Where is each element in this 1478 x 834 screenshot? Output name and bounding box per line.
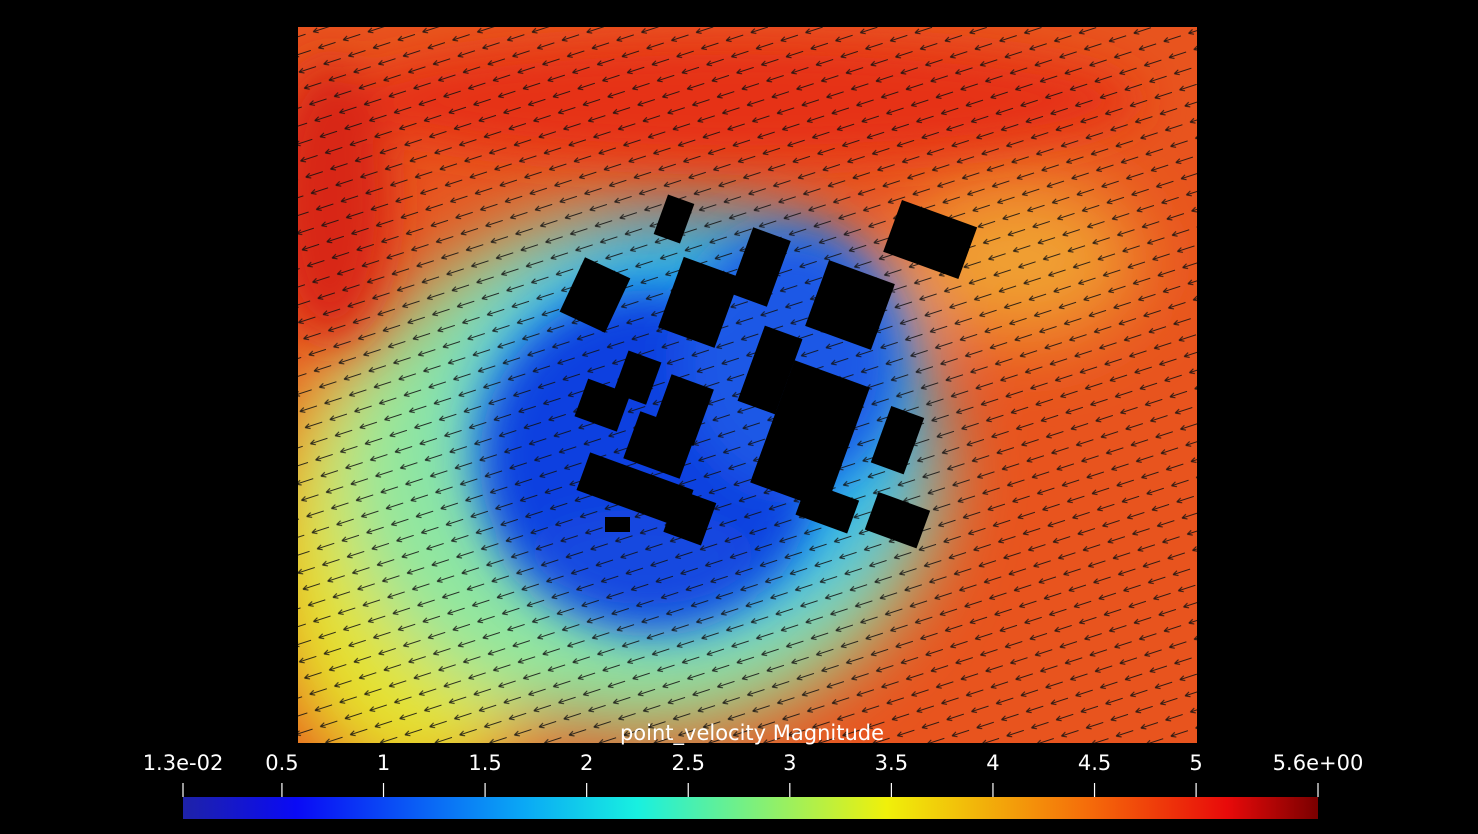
render-view: point_velocity Magnitude 1.3e-02 0.5 1 1.5 2… <box>0 0 1478 834</box>
tick-label: 2.5 <box>672 751 705 775</box>
tick-label: 5 <box>1189 751 1202 775</box>
velocity-field <box>260 27 1197 790</box>
tick-label: 1 <box>377 751 390 775</box>
tick-label: 4.5 <box>1078 751 1111 775</box>
color-scale-bar <box>183 797 1318 819</box>
tick-label: 3.5 <box>875 751 908 775</box>
tick-label: 1.3e-02 <box>143 751 224 775</box>
tick-label: 5.6e+00 <box>1273 751 1364 775</box>
tick-label: 0.5 <box>265 751 298 775</box>
tick-label: 4 <box>986 751 999 775</box>
tick-label: 3 <box>783 751 796 775</box>
legend-title: point_velocity Magnitude <box>620 721 884 746</box>
tick-label: 1.5 <box>468 751 501 775</box>
tick-label: 2 <box>580 751 593 775</box>
page: {"colorbar": {"title": "point_velocity M… <box>0 0 1478 834</box>
